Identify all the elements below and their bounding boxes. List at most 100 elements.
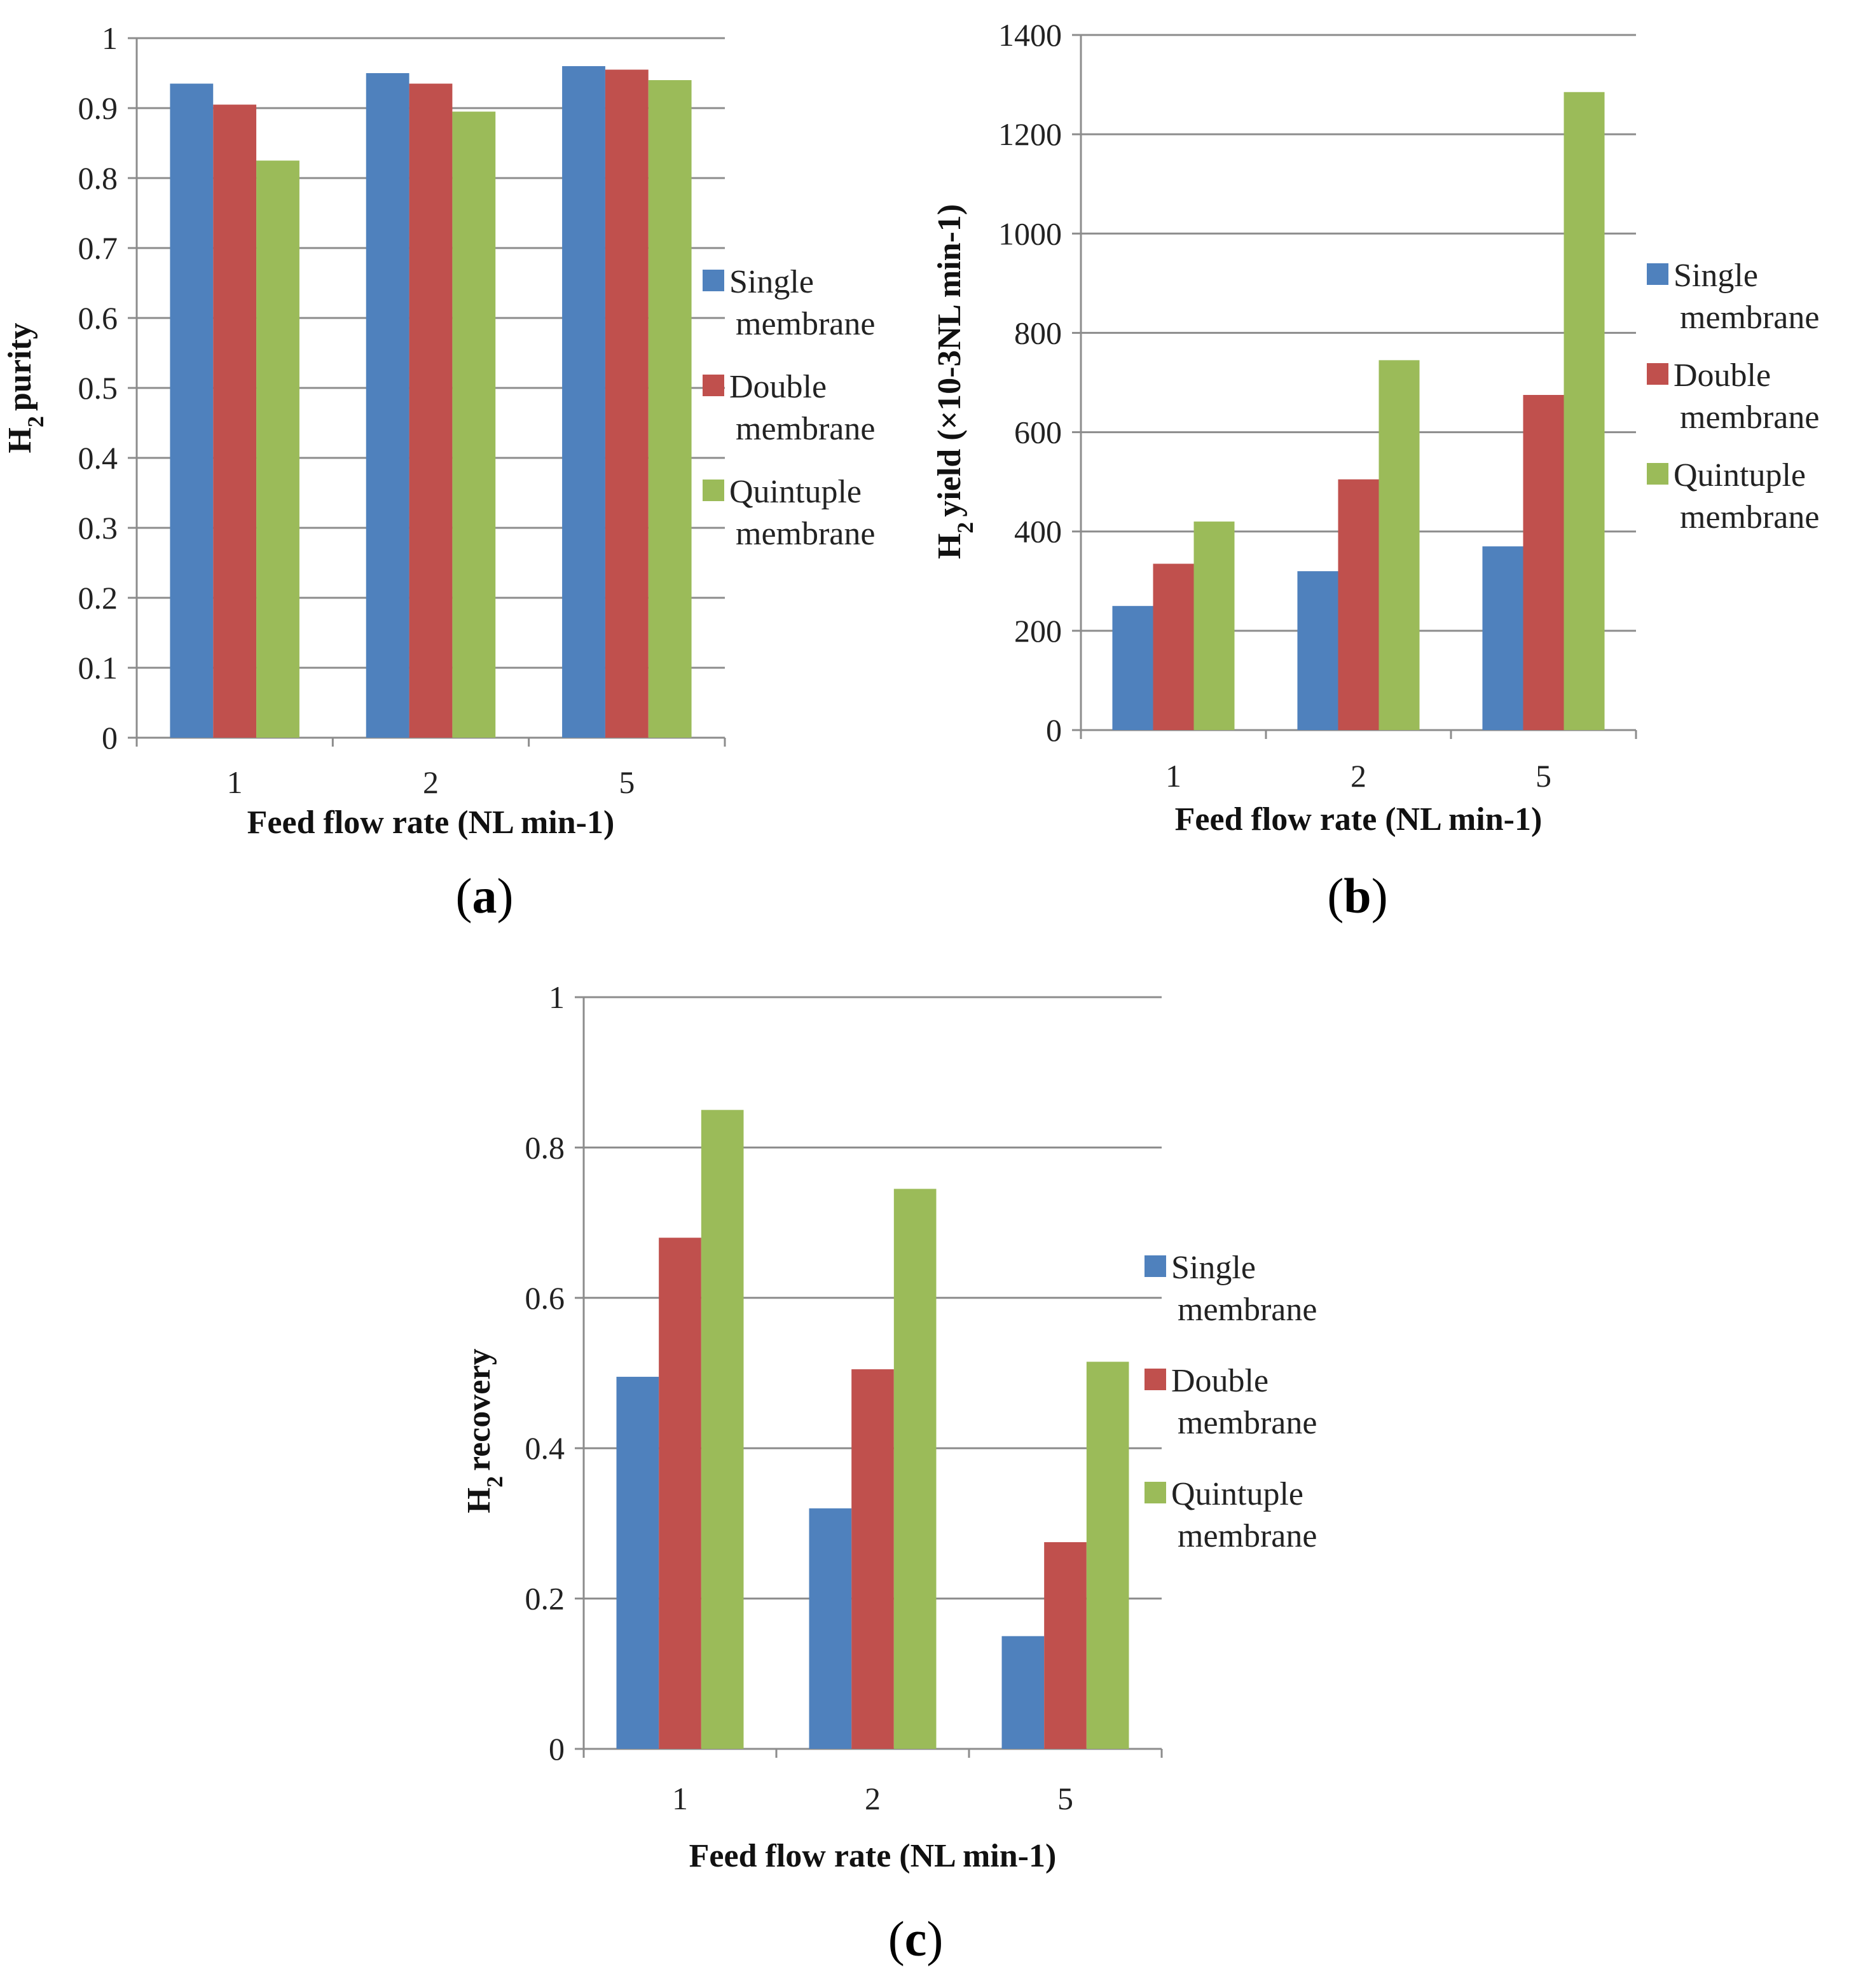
y-tick-label: 1400 [998, 17, 1062, 53]
legend-line: Quintuple [1171, 1476, 1303, 1512]
legend-line: Double [729, 369, 827, 405]
y-tick-label: 200 [1014, 613, 1062, 649]
x-tick-label: 5 [619, 764, 635, 800]
panel-paren-close: ) [497, 868, 514, 923]
legend-swatch-single [1647, 263, 1668, 285]
legend-line: Single [1171, 1250, 1256, 1286]
y-tick-label: 0 [549, 1731, 565, 1767]
legend-line: membrane [1178, 1292, 1317, 1328]
panel-letter: b [1344, 868, 1371, 923]
panel-paren-close: ) [926, 1911, 943, 1966]
y-tick-label: 0.4 [525, 1430, 565, 1466]
bar-quintuple-2 [1378, 360, 1420, 730]
legend-label-single: Single membrane [729, 264, 875, 342]
y-axis-title-h: H [461, 1488, 497, 1513]
legend-line: Single [729, 264, 814, 300]
bar-single-1 [616, 1376, 659, 1749]
y-tick-label: 1200 [998, 116, 1062, 152]
legend-label-double: Double membrane [1171, 1363, 1317, 1441]
bar-single-5 [1482, 546, 1523, 730]
y-tick-label: 1 [102, 20, 118, 56]
panel-label-c: (c) [888, 1911, 944, 1966]
bar-double-2 [409, 83, 453, 738]
bar-single-1 [170, 83, 214, 738]
x-axis-title: Feed flow rate (NL min-1) [247, 804, 615, 841]
x-tick-label: 2 [1351, 758, 1366, 794]
legend-line: membrane [736, 516, 875, 552]
x-tick-label: 1 [1165, 758, 1181, 794]
panel-label-b: (b) [1327, 868, 1387, 923]
bar-double-2 [851, 1369, 894, 1749]
panel-letter: a [472, 868, 497, 923]
y-tick-label: 0.8 [78, 160, 118, 196]
bar-quintuple-5 [648, 80, 692, 738]
bar-single-2 [809, 1508, 852, 1749]
legend-swatch-single [703, 270, 724, 291]
legend-line: Double [1171, 1363, 1268, 1399]
bar-double-5 [605, 69, 649, 738]
x-axis-title: Feed flow rate (NL min-1) [689, 1838, 1057, 1874]
legend-line: membrane [1178, 1518, 1317, 1554]
y-tick-label: 0.7 [78, 230, 118, 266]
legend-line: Single [1674, 258, 1758, 294]
bar-quintuple-5 [1564, 92, 1605, 730]
bar-double-2 [1338, 479, 1379, 730]
x-tick-label: 1 [227, 764, 243, 800]
y-tick-label: 0.8 [525, 1129, 565, 1165]
legend-label-double: Double membrane [729, 369, 875, 447]
bar-single-5 [562, 66, 605, 738]
bar-double-1 [213, 104, 257, 738]
y-tick-label: 1000 [998, 216, 1062, 251]
x-tick-label: 5 [1057, 1781, 1073, 1816]
y-axis-title-rest: recovery [461, 1349, 497, 1471]
legend-line: membrane [736, 411, 875, 447]
legend-swatch-single [1144, 1255, 1166, 1277]
y-tick-label: 0 [1046, 712, 1062, 748]
bar-double-5 [1044, 1542, 1087, 1749]
bar-single-2 [366, 73, 409, 738]
legend-line: membrane [736, 306, 875, 342]
y-axis-title: H2 recovery [461, 1349, 507, 1514]
x-tick-label: 1 [672, 1781, 688, 1816]
y-tick-label: 1 [549, 979, 565, 1015]
legend-label-quintuple: Quintuple membrane [729, 474, 875, 552]
y-tick-label: 0.6 [78, 300, 118, 336]
y-axis-title: H2 purity [2, 322, 48, 453]
legend-swatch-quintuple [1144, 1482, 1166, 1503]
legend-label-quintuple: Quintuple membrane [1171, 1476, 1317, 1554]
y-tick-label: 0 [102, 720, 118, 756]
bar-quintuple-1 [701, 1110, 744, 1749]
y-tick-label: 0.4 [78, 440, 118, 476]
legend-swatch-double [1647, 363, 1668, 385]
y-axis-title-rest: yield (×10-3NL min-1) [931, 204, 968, 517]
y-axis-title-h: H [2, 427, 38, 453]
bar-quintuple-1 [256, 160, 299, 738]
panel-paren-open: ( [1327, 868, 1344, 923]
legend-line: membrane [1178, 1405, 1317, 1441]
legend-line: Double [1674, 357, 1771, 394]
y-axis-title-sub: 2 [23, 416, 48, 427]
bar-double-1 [1153, 563, 1194, 730]
y-tick-label: 800 [1014, 315, 1062, 350]
bar-quintuple-5 [1086, 1362, 1129, 1749]
y-tick-label: 600 [1014, 415, 1062, 450]
bar-quintuple-2 [452, 111, 496, 738]
x-tick-label: 2 [865, 1781, 881, 1816]
legend-swatch-quintuple [703, 480, 724, 501]
bar-quintuple-2 [893, 1189, 937, 1749]
legend-swatch-double [1144, 1369, 1166, 1390]
legend-line: membrane [1680, 499, 1819, 535]
y-tick-label: 0.2 [78, 580, 118, 616]
x-tick-label: 5 [1536, 758, 1551, 794]
legend-line: membrane [1680, 399, 1819, 436]
y-axis-title-h: H [931, 534, 968, 559]
y-tick-label: 400 [1014, 514, 1062, 549]
y-tick-label: 0.3 [78, 510, 118, 546]
legend-label-quintuple: Quintuple membrane [1674, 457, 1819, 535]
legend-swatch-double [703, 375, 724, 396]
bar-single-1 [1112, 605, 1153, 730]
y-tick-label: 0.2 [525, 1581, 565, 1617]
